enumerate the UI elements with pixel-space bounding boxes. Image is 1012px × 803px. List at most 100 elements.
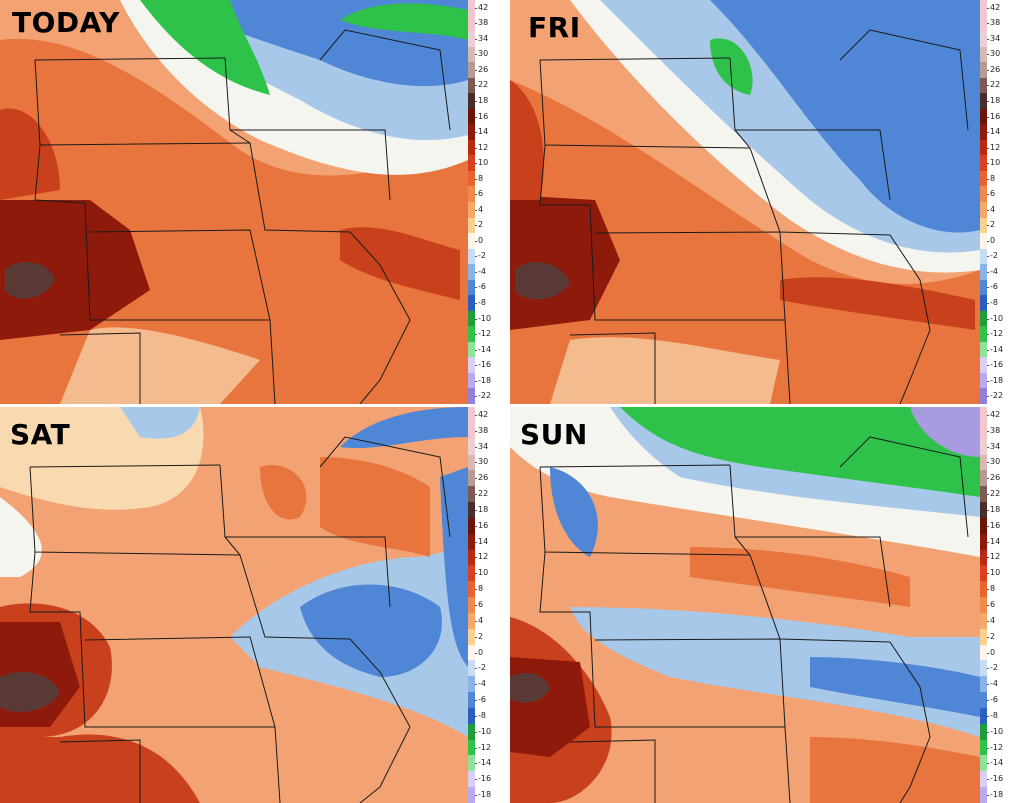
colorbar-tick-label: 2 xyxy=(478,631,484,641)
colorbar-tick-mark xyxy=(987,334,989,336)
colorbar-tick-label: 0 xyxy=(990,235,996,245)
colorbar-swatch xyxy=(980,454,987,471)
colorbar-tick-label: 38 xyxy=(990,18,1001,28)
colorbar-swatch xyxy=(980,502,987,519)
colorbar-tick-mark xyxy=(475,396,477,398)
colorbar-swatch xyxy=(980,202,987,218)
colorbar-tick-mark xyxy=(475,509,477,511)
colorbar-tick-label: 38 xyxy=(990,425,1001,435)
colorbar-tick-label: -14 xyxy=(478,758,492,768)
colorbar-swatch xyxy=(980,486,987,503)
colorbar-tick-label: -16 xyxy=(478,774,492,784)
colorbar-swatch xyxy=(980,279,987,296)
colorbar-tick-mark xyxy=(987,715,989,717)
colorbar-swatch xyxy=(468,628,475,645)
colorbar-tick-label: 16 xyxy=(990,111,1001,121)
colorbar-swatch xyxy=(980,787,987,803)
colorbar-swatch xyxy=(468,217,475,234)
colorbar-swatch xyxy=(980,660,987,677)
colorbar-tick-label: 0 xyxy=(990,647,996,657)
colorbar-tick-label: 6 xyxy=(990,189,996,199)
colorbar-tick-mark xyxy=(475,494,477,496)
colorbar-swatch xyxy=(468,533,475,550)
colorbar-swatch xyxy=(980,31,987,48)
colorbar-tick-mark xyxy=(987,163,989,165)
colorbar-tick-mark xyxy=(987,396,989,398)
colorbar-tick-mark xyxy=(987,462,989,464)
colorbar-swatch xyxy=(468,517,475,534)
colorbar-tick-mark xyxy=(475,271,477,273)
colorbar-tick-mark xyxy=(987,557,989,559)
colorbar-swatch xyxy=(980,565,987,582)
colorbar-tick-label: 4 xyxy=(478,615,484,625)
colorbar-sun: 42 38 34 30 26 22 18 16 14 12 10 8 6 4 2 0 -2 -4 -6 -8 -10 -1… xyxy=(980,407,1012,803)
colorbar-tick-label: 6 xyxy=(478,189,484,199)
colorbar-tick-label: 4 xyxy=(990,615,996,625)
colorbar-swatch xyxy=(468,93,475,110)
colorbar-swatch xyxy=(468,787,475,803)
colorbar-swatch xyxy=(468,422,475,439)
colorbar-tick-mark xyxy=(987,652,989,654)
colorbar-tick-mark xyxy=(987,287,989,289)
colorbar-tick-mark xyxy=(987,636,989,638)
colorbar-swatch xyxy=(980,326,987,343)
colorbar-tick-mark xyxy=(987,38,989,40)
colorbar-tick-mark xyxy=(987,23,989,25)
temperature-anomaly-map xyxy=(510,0,980,404)
colorbar-swatch xyxy=(468,549,475,566)
colorbar-tick-mark xyxy=(475,365,477,367)
colorbar-tick-label: -2 xyxy=(478,251,486,261)
colorbar-tick-mark xyxy=(987,178,989,180)
colorbar-swatch xyxy=(980,155,987,172)
colorbar-tick-label: 42 xyxy=(990,409,1001,419)
colorbar-swatch xyxy=(980,248,987,265)
colorbar-tick-mark xyxy=(475,256,477,258)
colorbar-tick-label: -14 xyxy=(990,758,1004,768)
colorbar-tick-label: 42 xyxy=(478,409,489,419)
colorbar-tick-mark xyxy=(475,747,477,749)
colorbar-tick-label: -22 xyxy=(990,391,1004,401)
colorbar-today: 42 38 34 30 26 22 18 16 14 12 10 8 6 4 2 0 -2 -4 -6 -8 -10 -1… xyxy=(468,0,507,404)
colorbar-tick-label: 14 xyxy=(990,127,1001,137)
map-panel-fri: FRI 42 38 34 30 26 22 18 16 14 12 10 8 6 4 2 0 -2 -4 -6 -8-… xyxy=(510,0,1012,404)
colorbar-swatch xyxy=(980,422,987,439)
colorbar-tick-mark xyxy=(987,478,989,480)
colorbar-swatch xyxy=(468,264,475,281)
colorbar-swatch xyxy=(980,93,987,110)
colorbar-tick-label: 18 xyxy=(990,96,1001,105)
map-panel-today: TODAY 42 38 34 30 26 22 18 16 14 12 10 8 6 4 2 0 -2 -4 -6-… xyxy=(0,0,507,404)
colorbar-tick-label: 18 xyxy=(478,504,489,514)
colorbar-tick-mark xyxy=(475,101,477,102)
colorbar-swatch xyxy=(468,31,475,48)
colorbar-tick-label: 38 xyxy=(478,18,489,28)
colorbar-tick-mark xyxy=(987,573,989,575)
temperature-anomaly-map xyxy=(0,0,468,404)
colorbar-tick-label: 26 xyxy=(478,473,489,483)
colorbar-swatch xyxy=(980,46,987,63)
colorbar-swatch xyxy=(468,612,475,629)
colorbar-tick-label: 8 xyxy=(990,173,996,183)
colorbar-tick-label: 16 xyxy=(478,111,489,121)
colorbar-swatch xyxy=(468,186,475,203)
colorbar-swatch xyxy=(468,108,475,125)
colorbar-tick-label: -22 xyxy=(478,391,492,401)
colorbar-tick-label: 14 xyxy=(990,536,1001,546)
colorbar-tick-mark xyxy=(475,69,477,71)
colorbar-swatch xyxy=(468,295,475,312)
colorbar-swatch xyxy=(468,597,475,614)
colorbar-tick-label: -8 xyxy=(990,298,998,307)
colorbar-tick-mark xyxy=(987,349,989,351)
colorbar-swatch xyxy=(980,186,987,203)
colorbar-swatch xyxy=(468,470,475,487)
colorbar-swatch xyxy=(468,407,475,423)
colorbar-tick-mark xyxy=(475,334,477,336)
colorbar-tick-mark xyxy=(987,525,989,527)
colorbar-swatch xyxy=(980,549,987,566)
colorbar-swatch xyxy=(468,170,475,187)
colorbar-swatch xyxy=(980,388,987,404)
colorbar-tick-mark xyxy=(987,225,989,227)
colorbar-tick-label: 8 xyxy=(478,584,484,594)
colorbar-swatch xyxy=(980,612,987,629)
colorbar-tick-label: -12 xyxy=(990,742,1004,752)
colorbar-sat: 42 38 34 30 26 22 18 16 14 12 10 8 6 4 2 0 -2 -4 -6 -8 -10 -1… xyxy=(468,407,507,803)
